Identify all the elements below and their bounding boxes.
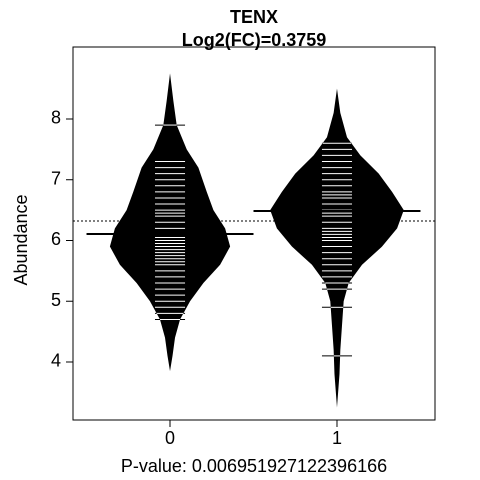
bean [270, 88, 404, 408]
y-axis-label: Abundance [11, 194, 31, 285]
plot-frame [72, 46, 436, 421]
y-tick-label: 6 [51, 229, 61, 249]
x-tick-label: 0 [165, 428, 175, 448]
y-tick-label: 5 [51, 290, 61, 310]
y-tick-label: 8 [51, 108, 61, 128]
y-tick-label: 4 [51, 351, 61, 371]
y-tick-label: 7 [51, 168, 61, 188]
x-tick-label: 1 [332, 428, 342, 448]
x-axis-label: P-value: 0.006951927122396166 [121, 456, 387, 476]
chart-subtitle: Log2(FC)=0.3759 [182, 30, 327, 50]
chart-title: TENX [230, 7, 278, 27]
